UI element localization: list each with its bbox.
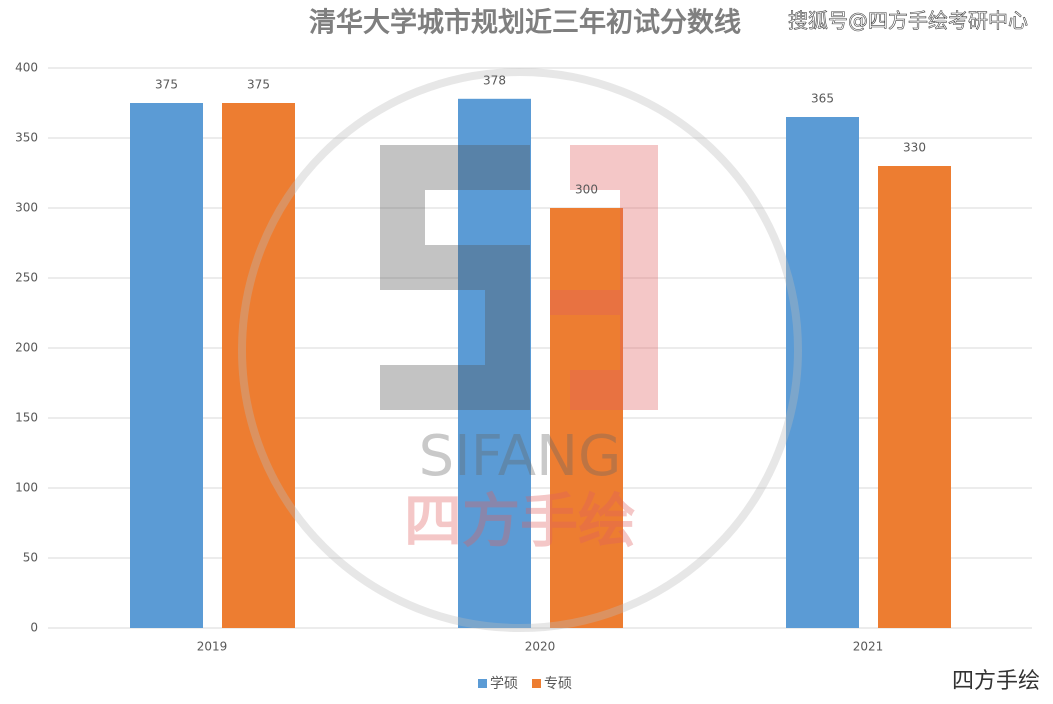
- y-tick-label: 100: [15, 481, 38, 495]
- value-label: 365: [811, 92, 834, 106]
- y-tick-label: 50: [23, 551, 38, 565]
- value-label: 378: [483, 73, 506, 87]
- value-label: 330: [903, 141, 926, 155]
- y-tick-label: 150: [15, 411, 38, 425]
- y-tick-label: 200: [15, 341, 38, 355]
- x-tick-label: 2020: [525, 640, 556, 654]
- legend-label: 专硕: [544, 676, 572, 692]
- source-watermark: 搜狐号@四方手绘考研中心: [788, 9, 1028, 33]
- x-tick-label: 2021: [853, 640, 884, 654]
- y-tick-label: 400: [15, 61, 38, 75]
- y-tick-label: 300: [15, 201, 38, 215]
- value-label: 375: [247, 78, 270, 92]
- legend-swatch: [478, 679, 487, 688]
- bar: [130, 103, 203, 628]
- legend-label: 学硕: [490, 676, 518, 692]
- x-tick-label: 2019: [197, 640, 228, 654]
- bar: [222, 103, 295, 628]
- bar: [550, 208, 623, 628]
- watermark-text: 四方手绘: [404, 487, 636, 555]
- legend-swatch: [532, 679, 541, 688]
- watermark-shape: [550, 145, 658, 410]
- weibo-watermark: 四方手绘: [952, 669, 1040, 694]
- watermark-text: SIFANG: [419, 424, 622, 489]
- bar: [786, 117, 859, 628]
- logo-watermark: SIFANG 四方手绘: [238, 68, 802, 632]
- watermark-circle: [238, 68, 802, 632]
- bar: [878, 166, 951, 628]
- y-tick-label: 250: [15, 271, 38, 285]
- value-label: 375: [155, 78, 178, 92]
- value-label: 300: [575, 183, 598, 197]
- bar: [458, 98, 531, 629]
- chart-title: 清华大学城市规划近三年初试分数线: [309, 7, 741, 39]
- y-tick-label: 350: [15, 131, 38, 145]
- watermark-shape: [380, 145, 530, 410]
- y-tick-label: 0: [30, 621, 38, 635]
